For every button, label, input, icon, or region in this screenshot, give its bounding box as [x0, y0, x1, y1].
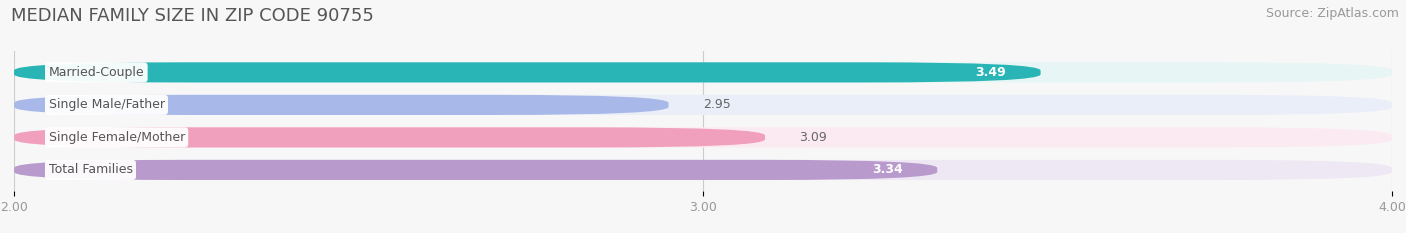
Text: MEDIAN FAMILY SIZE IN ZIP CODE 90755: MEDIAN FAMILY SIZE IN ZIP CODE 90755 — [11, 7, 374, 25]
FancyBboxPatch shape — [14, 95, 669, 115]
FancyBboxPatch shape — [14, 62, 1392, 82]
Text: Single Female/Mother: Single Female/Mother — [48, 131, 184, 144]
Text: 2.95: 2.95 — [703, 98, 731, 111]
FancyBboxPatch shape — [14, 127, 1392, 147]
FancyBboxPatch shape — [14, 160, 1392, 180]
Text: 3.34: 3.34 — [872, 163, 903, 176]
FancyBboxPatch shape — [14, 127, 765, 147]
Text: 3.09: 3.09 — [800, 131, 827, 144]
FancyBboxPatch shape — [14, 160, 938, 180]
Text: Total Families: Total Families — [48, 163, 132, 176]
Text: Single Male/Father: Single Male/Father — [48, 98, 165, 111]
Text: Married-Couple: Married-Couple — [48, 66, 145, 79]
Text: 3.49: 3.49 — [976, 66, 1007, 79]
Text: Source: ZipAtlas.com: Source: ZipAtlas.com — [1265, 7, 1399, 20]
FancyBboxPatch shape — [14, 62, 1040, 82]
FancyBboxPatch shape — [14, 95, 1392, 115]
